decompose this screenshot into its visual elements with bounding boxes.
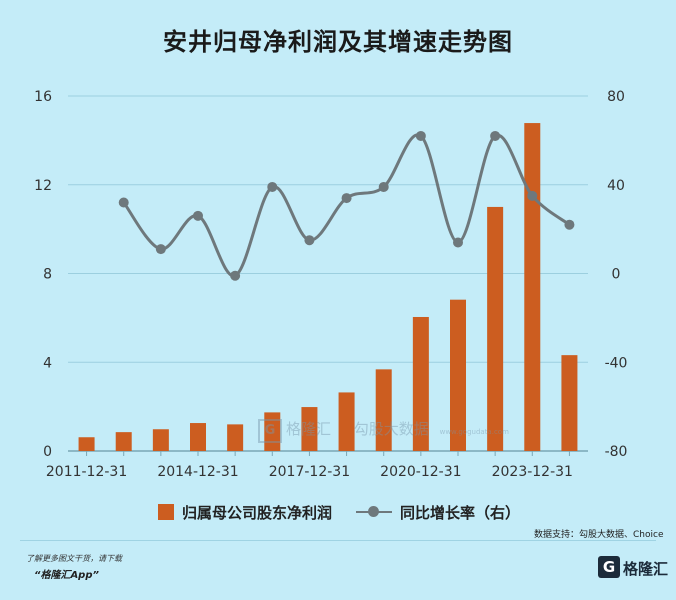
watermark-url: www.gogudata.com <box>439 428 509 436</box>
promo-text: 了解更多图文干货，请下载 <box>26 554 122 563</box>
promo-app-name: “格隆汇App” <box>34 570 99 581</box>
bar <box>227 424 244 451</box>
y-left-tick-label: 0 <box>43 444 52 460</box>
bar <box>190 423 206 451</box>
bar <box>561 355 578 451</box>
growth-point <box>304 235 315 246</box>
bar <box>487 206 504 451</box>
x-tick-label: 2017-12-31 <box>269 464 350 480</box>
y-right-tick-label: 80 <box>607 89 625 105</box>
growth-point <box>155 244 166 255</box>
y-right-tick-label: -40 <box>605 355 628 371</box>
y-left-tick-label: 8 <box>43 267 52 283</box>
brand-name: 格隆汇 <box>623 560 669 578</box>
growth-point <box>527 190 538 201</box>
watermark-logo-icon: G <box>258 419 282 443</box>
bar <box>78 437 95 451</box>
data-source: 数据支持：勾股大数据、Choice <box>534 530 664 540</box>
footer-divider <box>20 540 656 541</box>
y-left-tick-label: 4 <box>43 355 52 371</box>
bar <box>375 369 392 451</box>
growth-point <box>230 270 241 281</box>
growth-point <box>118 197 129 208</box>
growth-point <box>415 130 426 141</box>
legend-bar-swatch <box>158 504 174 520</box>
growth-point <box>564 219 575 230</box>
y-right-tick-label: -80 <box>605 444 628 460</box>
y-left-tick-label: 16 <box>34 89 52 105</box>
watermark: G 格隆汇 勾股大数据 www.gogudata.com <box>258 418 509 443</box>
brand-logo-icon: G <box>598 556 620 578</box>
bar <box>412 316 429 451</box>
growth-point <box>453 237 463 248</box>
growth-point <box>193 210 203 221</box>
chart-title: 安井归母净利润及其增速走势图 <box>163 28 513 56</box>
legend-line-label: 同比增长率（右） <box>400 504 521 522</box>
chart-area: 0 4 8 12 16 -80 -40 0 40 80 2011-12-31 2014-12-31 20… <box>34 89 628 480</box>
legend-bar-label: 归属母公司股东净利润 <box>182 504 333 522</box>
x-tick-label: 2014-12-31 <box>157 464 238 480</box>
growth-point <box>490 130 501 141</box>
bar <box>450 299 466 451</box>
bar <box>524 123 541 451</box>
bar <box>338 392 355 451</box>
chart-legend: 归属母公司股东净利润 同比增长率（右） <box>0 500 676 524</box>
legend-line-marker <box>368 506 379 517</box>
bar <box>115 432 132 451</box>
x-tick-label: 2020-12-31 <box>380 464 461 480</box>
growth-point <box>341 193 352 204</box>
y-right-tick-label: 40 <box>607 178 625 194</box>
bar <box>301 407 318 451</box>
watermark-brand: 格隆汇 <box>286 420 332 438</box>
x-tick-label: 2011-12-31 <box>46 464 127 480</box>
growth-point <box>267 181 278 192</box>
growth-point <box>378 181 389 192</box>
y-right-tick-label: 0 <box>612 267 621 283</box>
bar <box>152 429 169 451</box>
watermark-partner: 勾股大数据 <box>353 420 429 438</box>
y-left-tick-label: 12 <box>34 178 52 194</box>
x-tick-label: 2023-12-31 <box>492 464 573 480</box>
bar <box>264 412 281 451</box>
